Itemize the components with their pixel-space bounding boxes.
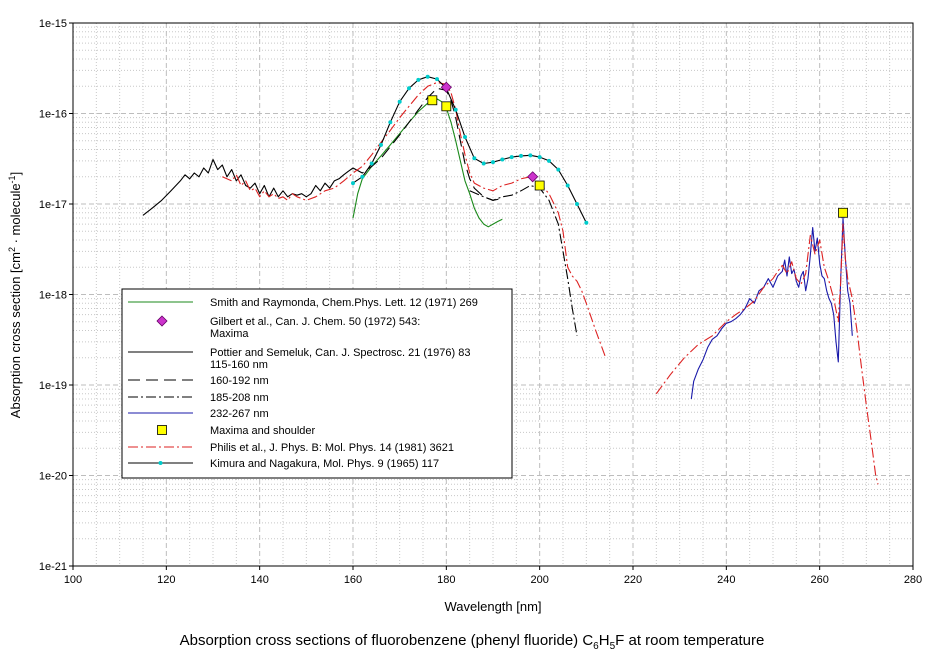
point-kimura bbox=[388, 120, 393, 125]
legend-label-gilbert: Gilbert et al., Can. J. Chem. 50 (1972) … bbox=[210, 316, 420, 328]
x-tick-label: 180 bbox=[437, 574, 455, 586]
point-kimura bbox=[369, 161, 374, 166]
chart-caption: Absorption cross sections of fluorobenze… bbox=[179, 632, 765, 652]
marker-maxima-shoulder bbox=[534, 180, 545, 191]
point-kimura bbox=[351, 181, 355, 186]
marker-gilbert-maxima bbox=[440, 81, 452, 93]
point-kimura bbox=[500, 157, 505, 162]
point-kimura bbox=[407, 86, 411, 91]
y-axis: 1e-21 1e-20 1e-19 1e-18 1e-17 1e-16 1e-15 bbox=[39, 18, 73, 573]
legend-label-pottier2: 160-192 nm bbox=[210, 375, 269, 387]
y-tick-label: 1e-18 bbox=[39, 290, 67, 302]
y-tick-label: 1e-15 bbox=[39, 18, 67, 30]
point-kimura bbox=[435, 77, 439, 82]
x-tick-label: 100 bbox=[64, 574, 82, 586]
point-kimura bbox=[463, 134, 467, 139]
series-philisLong bbox=[655, 223, 879, 485]
y-tick-label: 1e-17 bbox=[39, 199, 67, 211]
point-kimura bbox=[491, 160, 495, 165]
point-kimura bbox=[584, 220, 589, 225]
point-kimura bbox=[379, 142, 383, 147]
point-kimura bbox=[481, 161, 486, 166]
point-kimura bbox=[556, 167, 561, 172]
marker-maxima-shoulder bbox=[427, 95, 438, 106]
legend-label-kimura: Kimura and Nagakura, Mol. Phys. 9 (1965)… bbox=[210, 458, 439, 470]
point-kimura bbox=[519, 153, 523, 158]
x-axis-label: Wavelength [nm] bbox=[444, 599, 541, 614]
x-tick-label: 240 bbox=[717, 574, 735, 586]
marker-gilbert-maxima bbox=[527, 171, 539, 183]
y-tick-label: 1e-16 bbox=[39, 109, 67, 121]
y-tick-label: 1e-19 bbox=[39, 380, 67, 392]
legend-label-pottier4: 232-267 nm bbox=[210, 408, 269, 420]
x-tick-label: 280 bbox=[904, 574, 922, 586]
legend-swatch-pottierMax bbox=[157, 425, 167, 435]
point-kimura bbox=[547, 158, 551, 163]
legend: Smith and Raymonda, Chem.Phys. Lett. 12 … bbox=[121, 288, 513, 479]
point-kimura bbox=[537, 155, 542, 160]
point-kimura bbox=[360, 174, 365, 179]
point-kimura bbox=[565, 183, 570, 188]
y-tick-label: 1e-21 bbox=[39, 561, 67, 573]
series-pottier2 bbox=[352, 87, 503, 201]
x-axis: 100 120 140 160 180 200 220 240 260 280 bbox=[64, 566, 922, 586]
point-kimura bbox=[472, 156, 477, 161]
marker-layer bbox=[427, 81, 848, 218]
x-tick-label: 120 bbox=[157, 574, 175, 586]
legend-label-pottier3: 185-208 nm bbox=[210, 392, 269, 404]
point-kimura bbox=[453, 107, 458, 112]
point-kimura bbox=[397, 99, 402, 104]
series-layer bbox=[142, 74, 879, 485]
x-tick-label: 200 bbox=[530, 574, 548, 586]
x-tick-label: 140 bbox=[250, 574, 268, 586]
x-tick-label: 260 bbox=[810, 574, 828, 586]
point-kimura bbox=[425, 74, 430, 79]
x-tick-label: 220 bbox=[624, 574, 642, 586]
legend-label-philis: Philis et al., J. Phys. B: Mol. Phys. 14… bbox=[210, 442, 454, 454]
legend-label-smith: Smith and Raymonda, Chem.Phys. Lett. 12 … bbox=[210, 297, 478, 309]
y-axis-label: Absorption cross section [cm2 · molecule… bbox=[7, 172, 23, 418]
series-pottier1 bbox=[142, 158, 354, 216]
marker-maxima-shoulder bbox=[441, 101, 452, 112]
point-kimura bbox=[416, 77, 421, 82]
legend-label-pottier1-line2: 115-160 nm bbox=[210, 359, 268, 371]
legend-swatch-gilbert bbox=[156, 315, 168, 327]
legend-label-pottier1: Pottier and Semeluk, Can. J. Spectrosc. … bbox=[210, 347, 470, 359]
point-kimura bbox=[509, 155, 514, 160]
point-kimura bbox=[528, 153, 533, 158]
series-pottier3 bbox=[469, 184, 578, 336]
legend-marker-kimura bbox=[158, 461, 163, 465]
series-philis bbox=[222, 81, 606, 356]
marker-maxima-shoulder bbox=[838, 207, 848, 218]
x-tick-label: 160 bbox=[344, 574, 362, 586]
legend-label-pottierMax: Maxima and shoulder bbox=[210, 425, 316, 437]
y-tick-label: 1e-20 bbox=[39, 471, 67, 483]
legend-label-gilbert-line2: Maxima bbox=[210, 328, 249, 340]
point-kimura bbox=[575, 202, 579, 206]
